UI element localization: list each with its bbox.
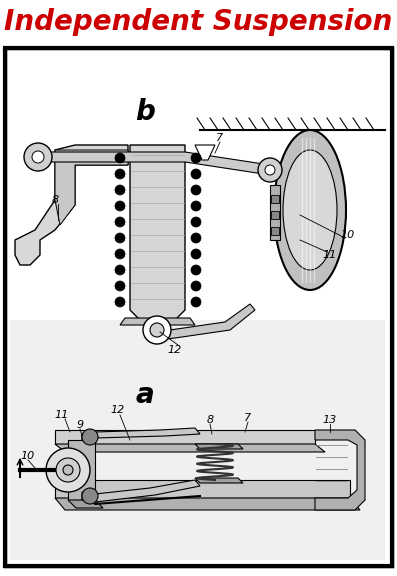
- Polygon shape: [271, 195, 279, 203]
- Circle shape: [191, 217, 201, 227]
- Circle shape: [115, 233, 125, 243]
- Circle shape: [46, 448, 90, 492]
- Circle shape: [191, 201, 201, 211]
- Text: 10: 10: [341, 230, 355, 240]
- Circle shape: [63, 465, 73, 475]
- FancyBboxPatch shape: [55, 480, 350, 498]
- Text: 9: 9: [77, 420, 83, 430]
- Text: 12: 12: [168, 345, 182, 355]
- Polygon shape: [68, 440, 95, 500]
- Polygon shape: [130, 145, 185, 320]
- Circle shape: [150, 323, 164, 337]
- Circle shape: [191, 169, 201, 179]
- Polygon shape: [55, 498, 360, 510]
- Text: 8: 8: [206, 415, 214, 425]
- Circle shape: [191, 297, 201, 307]
- Circle shape: [115, 281, 125, 291]
- Circle shape: [115, 185, 125, 195]
- Polygon shape: [82, 428, 200, 440]
- Text: 7: 7: [216, 133, 224, 143]
- Circle shape: [191, 185, 201, 195]
- Text: 11: 11: [323, 250, 337, 260]
- Text: Independent Suspension: Independent Suspension: [4, 8, 392, 36]
- Polygon shape: [271, 227, 279, 235]
- Polygon shape: [195, 444, 243, 449]
- Circle shape: [115, 249, 125, 259]
- Circle shape: [32, 151, 44, 163]
- Circle shape: [143, 316, 171, 344]
- Polygon shape: [155, 304, 255, 340]
- Text: 10: 10: [21, 451, 35, 461]
- Polygon shape: [68, 500, 103, 508]
- Circle shape: [191, 281, 201, 291]
- Circle shape: [191, 249, 201, 259]
- Text: a: a: [136, 381, 154, 409]
- Polygon shape: [55, 150, 128, 225]
- Bar: [10, 320, 385, 560]
- Circle shape: [115, 201, 125, 211]
- Polygon shape: [315, 430, 365, 510]
- Circle shape: [115, 217, 125, 227]
- Circle shape: [191, 233, 201, 243]
- Text: 7: 7: [245, 413, 252, 423]
- Polygon shape: [271, 211, 279, 219]
- Ellipse shape: [274, 130, 346, 290]
- Text: 11: 11: [55, 410, 69, 420]
- Circle shape: [56, 458, 80, 482]
- Circle shape: [191, 265, 201, 275]
- Ellipse shape: [283, 150, 337, 270]
- Circle shape: [115, 297, 125, 307]
- FancyBboxPatch shape: [55, 430, 315, 444]
- Circle shape: [82, 488, 98, 504]
- Polygon shape: [15, 145, 128, 265]
- Polygon shape: [120, 318, 195, 325]
- Polygon shape: [270, 185, 280, 240]
- Circle shape: [265, 165, 275, 175]
- Text: 8: 8: [52, 195, 59, 205]
- Text: 13: 13: [323, 415, 337, 425]
- Circle shape: [115, 153, 125, 163]
- Circle shape: [82, 429, 98, 445]
- Circle shape: [258, 158, 282, 182]
- Polygon shape: [55, 444, 325, 452]
- Circle shape: [191, 153, 201, 163]
- Polygon shape: [195, 145, 215, 160]
- FancyBboxPatch shape: [5, 48, 392, 566]
- Text: 12: 12: [111, 405, 125, 415]
- Text: b: b: [135, 98, 155, 126]
- Circle shape: [24, 143, 52, 171]
- Polygon shape: [195, 478, 243, 483]
- Circle shape: [115, 169, 125, 179]
- Polygon shape: [82, 480, 200, 502]
- Circle shape: [115, 265, 125, 275]
- Polygon shape: [38, 152, 270, 175]
